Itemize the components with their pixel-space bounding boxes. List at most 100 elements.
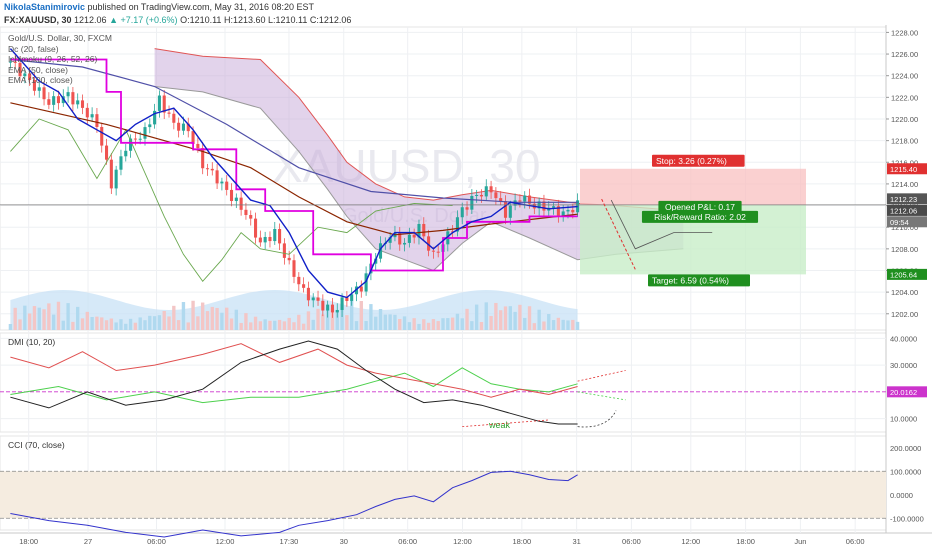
ichimoku-cloud <box>154 48 684 271</box>
legend-donchian[interactable]: Dc (20, false) <box>8 43 59 54</box>
author-name[interactable]: NikolaStanimirovic <box>4 2 86 12</box>
volume-bar <box>503 306 508 330</box>
candle-body <box>119 156 123 170</box>
symbol-label: FX:XAUUSD, 30 <box>4 15 72 25</box>
volume-bar <box>571 319 575 330</box>
candle-body <box>13 61 17 63</box>
volume-bar <box>465 308 469 330</box>
volume-bar <box>282 321 287 330</box>
volume-bar <box>523 317 527 330</box>
volume-bar <box>321 314 325 330</box>
volume-bar <box>441 318 445 330</box>
cci-line <box>10 470 578 538</box>
volume-bar <box>527 306 532 330</box>
volume-bar <box>566 320 570 330</box>
volume-bar <box>474 304 479 330</box>
candle-body <box>254 218 258 238</box>
price-label: 1212.06 <box>890 206 917 215</box>
volume-bar <box>426 322 431 330</box>
candle-body <box>23 73 27 77</box>
rr-label: Risk/Reward Ratio: 2.02 <box>654 212 746 222</box>
dmi-title: DMI (10, 20) <box>8 337 55 347</box>
volume-bar <box>13 307 17 330</box>
senkou-span-b <box>154 86 684 272</box>
target-label: Target: 6.59 (0.54%) <box>652 275 729 285</box>
candle-body <box>552 206 556 208</box>
legend-ema100[interactable]: EMA (100, close) <box>8 75 73 85</box>
candle-body <box>263 236 267 243</box>
adx-projection <box>577 410 617 428</box>
stop-label-bg <box>652 154 745 167</box>
volume-bar <box>229 318 234 330</box>
candle-body <box>556 206 560 217</box>
y-tick-label: 1208.00 <box>891 245 918 254</box>
volume-bar <box>494 302 498 330</box>
volume-bar <box>547 314 551 330</box>
candle-body <box>71 92 75 105</box>
legend-instrument[interactable]: Gold/U.S. Dollar, 30, FXCM <box>8 33 112 43</box>
candle-body <box>47 99 51 105</box>
candle-body <box>282 243 286 258</box>
candle-body <box>18 62 22 77</box>
low-value: L:1210.11 <box>268 15 308 25</box>
candle-body <box>542 201 546 211</box>
volume-bar <box>431 319 436 330</box>
volume-bar <box>455 313 460 330</box>
indicator-legend: Gold/U.S. Dollar, 30, FXCM Dc (20, false… <box>8 33 112 86</box>
candle-body <box>220 181 224 184</box>
ohlc-line: FX:XAUUSD, 30 1212.06 ▲ +7.17 (+0.6%) O:… <box>4 15 351 25</box>
volume-bar <box>542 321 546 330</box>
volume-bar <box>301 323 306 330</box>
y-tick-label: 1210.00 <box>891 223 918 232</box>
target-arrow <box>601 198 636 270</box>
candle-body <box>167 112 171 114</box>
volume-bar <box>18 319 22 330</box>
stop-label: Stop: 3.26 (0.27%) <box>656 156 727 166</box>
candle-body <box>403 242 407 245</box>
volume-bar <box>349 300 354 330</box>
legend-ichimoku[interactable]: Ichimoku (9, 26, 52, 26) <box>8 54 98 64</box>
volume-bar <box>215 307 219 330</box>
volume-bar <box>124 323 128 330</box>
candle-body <box>561 211 565 217</box>
volume-bar <box>191 300 195 330</box>
x-tick-label: 18:00 <box>512 537 531 546</box>
candle-body <box>359 286 363 292</box>
volume-bar <box>388 314 392 330</box>
volume-bar <box>172 305 176 330</box>
price-label-bg <box>887 193 927 205</box>
candle-body <box>114 169 118 189</box>
di-plus-projection <box>577 391 626 401</box>
volume-bar <box>537 309 541 330</box>
volume-bar <box>90 317 94 330</box>
price-label: 1215.40 <box>890 165 917 174</box>
price-label-bg <box>887 216 927 228</box>
volume-bar <box>100 317 104 330</box>
x-tick-label: 18:00 <box>736 537 755 546</box>
candle-body <box>422 223 426 237</box>
candle-body <box>470 196 474 210</box>
volume-bar <box>422 319 426 330</box>
candle-body <box>244 209 248 216</box>
cci-tick-label: 200.0000 <box>890 444 921 453</box>
volume-bar <box>479 322 484 330</box>
volume-bar <box>532 323 537 330</box>
candle-body <box>527 195 532 204</box>
volume-bar <box>95 316 99 330</box>
candle-body <box>571 209 575 213</box>
volume-bar <box>412 318 416 330</box>
volume-bar <box>292 322 296 330</box>
volume-bar <box>470 321 474 330</box>
candle-body <box>273 228 277 242</box>
volume-bar <box>402 316 407 330</box>
candle-body <box>268 236 272 242</box>
candle-body <box>479 194 484 197</box>
candle-body <box>177 122 181 131</box>
x-tick-label: 18:00 <box>19 537 38 546</box>
x-tick-label: 12:00 <box>453 537 472 546</box>
volume-bar <box>200 302 205 330</box>
legend-ema50[interactable]: EMA (50, close) <box>8 64 68 75</box>
candle-body <box>340 297 344 310</box>
volume-bar <box>258 321 263 330</box>
